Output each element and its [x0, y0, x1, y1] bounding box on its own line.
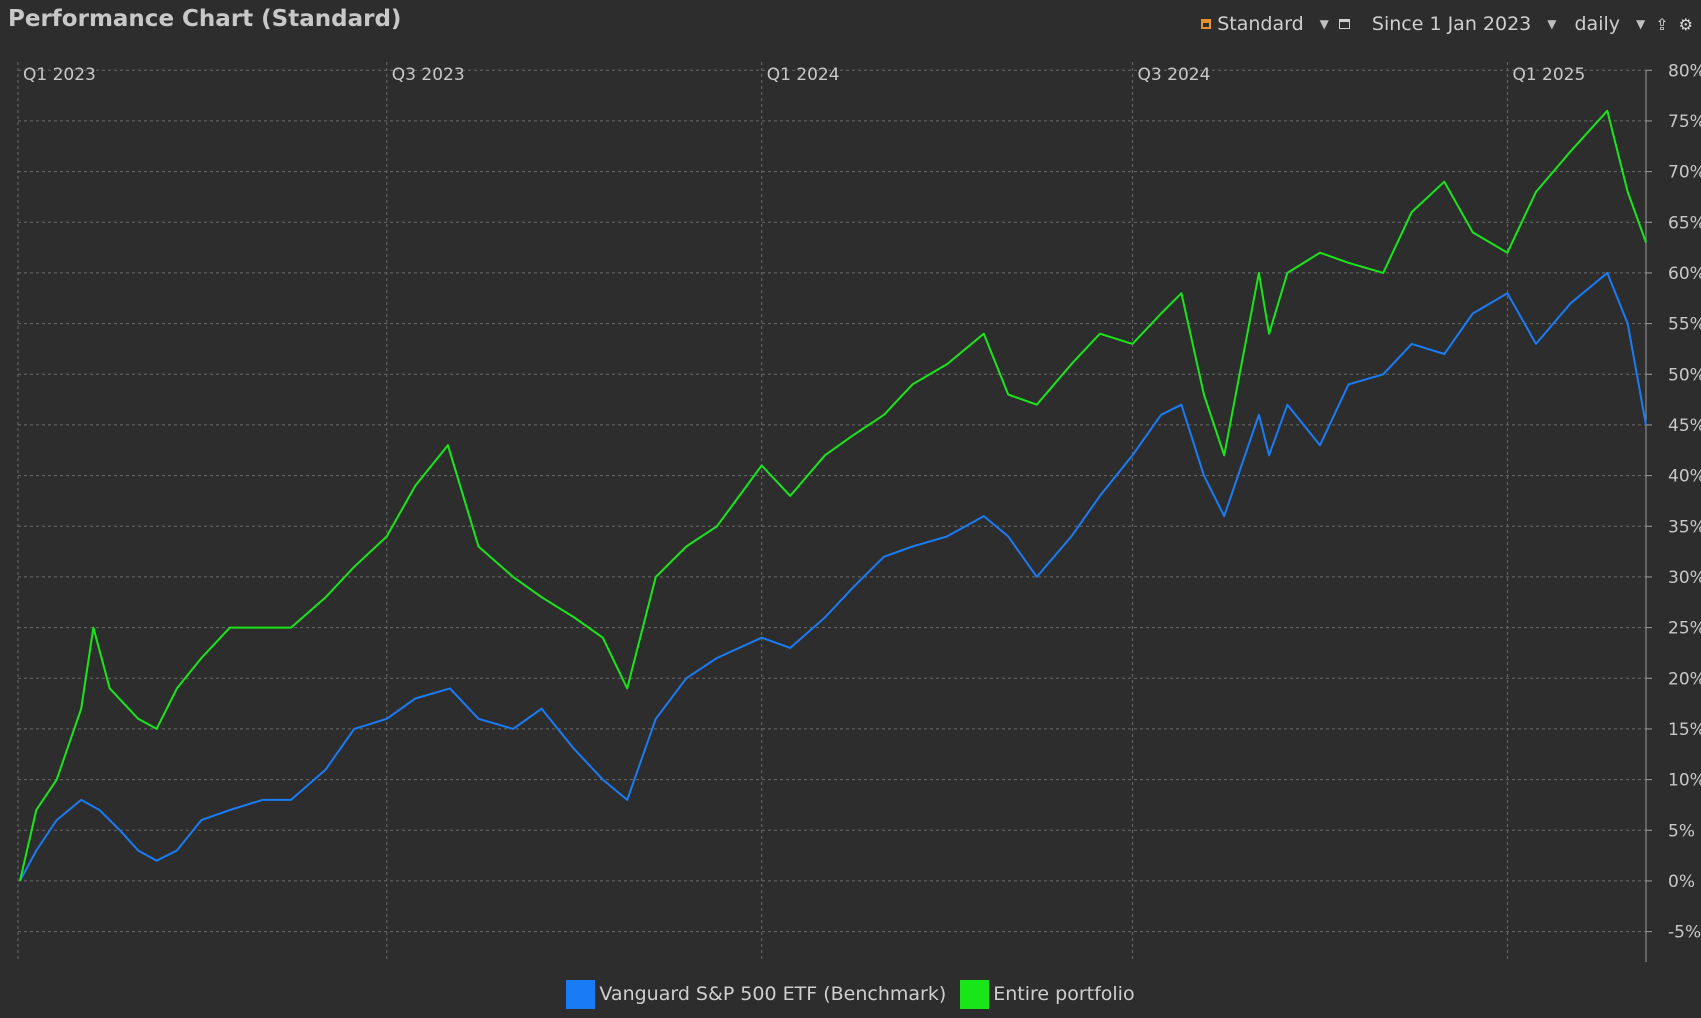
- x-tick-label: Q3 2024: [1138, 65, 1211, 85]
- legend-swatch-benchmark: [566, 979, 596, 1009]
- calendar-icon: [1201, 19, 1212, 29]
- legend-item-benchmark[interactable]: Vanguard S&P 500 ETF (Benchmark): [566, 979, 947, 1009]
- y-tick-label: 80%: [1668, 61, 1701, 81]
- performance-chart: Q1 2023 Q3 2023 Q1 2024 Q3 2024 Q1 2025 -5% 0…: [17, 61, 1701, 962]
- toolbar: Standard ▼ Since 1 Jan 2023 ▼ daily ▼ ⇪ …: [1201, 10, 1693, 38]
- x-tick-label: Q1 2024: [767, 65, 840, 85]
- y-tick-label: 55%: [1668, 315, 1701, 335]
- x-tick-label: Q1 2023: [23, 65, 96, 85]
- y-tick-label: 10%: [1668, 771, 1701, 791]
- chevron-down-icon: ▼: [1636, 17, 1646, 31]
- chevron-down-icon: ▼: [1547, 17, 1557, 31]
- legend-label-portfolio: Entire portfolio: [993, 983, 1135, 1005]
- title-bar: Performance Chart (Standard) Standard ▼ …: [0, 0, 1701, 44]
- chevron-down-icon: ▼: [1319, 17, 1329, 31]
- legend-label-benchmark: Vanguard S&P 500 ETF (Benchmark): [599, 983, 947, 1005]
- legend-item-portfolio[interactable]: Entire portfolio: [960, 979, 1135, 1009]
- y-tick-label: 70%: [1668, 163, 1701, 183]
- export-icon[interactable]: ⇪: [1655, 14, 1669, 34]
- legend-swatch-portfolio: [960, 979, 990, 1009]
- config-selector[interactable]: Standard ▼: [1201, 13, 1329, 35]
- y-tick-label: 35%: [1668, 517, 1701, 537]
- y-tick-label: 15%: [1668, 720, 1701, 740]
- x-tick-label: Q1 2025: [1512, 65, 1585, 85]
- y-tick-label: -5%: [1668, 923, 1701, 943]
- y-tick-label: 60%: [1668, 264, 1701, 284]
- y-tick-label: 25%: [1668, 619, 1701, 639]
- y-tick-label: 30%: [1668, 568, 1701, 588]
- grid-layer: [17, 62, 1646, 962]
- page-title: Performance Chart (Standard): [8, 6, 402, 32]
- period-label: Since 1 Jan 2023: [1371, 13, 1532, 35]
- x-axis: Q1 2023 Q3 2023 Q1 2024 Q3 2024 Q1 2025: [23, 65, 1585, 85]
- y-tick-label: 75%: [1668, 112, 1701, 132]
- gear-icon[interactable]: ⚙: [1678, 14, 1693, 34]
- window-icon: [1338, 19, 1350, 29]
- y-tick-label: 0%: [1668, 872, 1695, 892]
- x-tick-label: Q3 2023: [392, 65, 465, 85]
- config-label: Standard: [1217, 13, 1304, 35]
- y-tick-label: 40%: [1668, 467, 1701, 487]
- period-selector[interactable]: Since 1 Jan 2023 ▼: [1338, 13, 1557, 35]
- y-tick-label: 5%: [1668, 821, 1695, 841]
- series-line-portfolio: [19, 109, 1647, 882]
- interval-label: daily: [1574, 13, 1621, 35]
- interval-selector[interactable]: daily ▼: [1567, 13, 1646, 35]
- y-tick-label: 50%: [1668, 365, 1701, 385]
- legend: Vanguard S&P 500 ETF (Benchmark) Entire …: [0, 978, 1701, 1010]
- y-tick-label: 65%: [1668, 213, 1701, 233]
- y-tick-label: 20%: [1668, 669, 1701, 689]
- series-line-benchmark: [19, 271, 1647, 882]
- y-tick-label: 45%: [1668, 416, 1701, 436]
- series-layer: [19, 109, 1647, 882]
- y-axis: -5% 0% 5% 10% 15% 20% 25% 30% 35% 40% 45% 50% 55% 60%…: [1645, 61, 1701, 962]
